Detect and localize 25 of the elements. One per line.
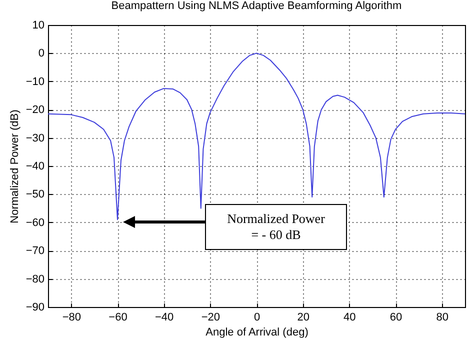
y-tick-label: −20 [26, 104, 44, 116]
y-tick-label: 0 [38, 48, 44, 60]
y-tick-label: −60 [26, 216, 44, 229]
y-tick-label: −90 [26, 302, 44, 314]
annotation: Normalized Power = - 60 dB [226, 211, 326, 243]
x-tick-label: 0 [254, 312, 260, 324]
callout-box: Normalized Power = - 60 dB [205, 204, 347, 250]
y-tick-label: 10 [32, 20, 44, 32]
x-tick-label: −40 [154, 312, 174, 324]
y-tick-label: −70 [26, 245, 44, 258]
x-tick-label: 80 [436, 312, 448, 324]
x-axis-title: Angle of Arrival (deg) [206, 326, 308, 338]
y-tick-label: −10 [26, 76, 44, 88]
chart-title: Beampattern Using NLMS Adaptive Beamforming Algorithm [111, 0, 402, 12]
y-axis-title: Normalized Power (dB) [8, 110, 21, 224]
x-tick-label: −80 [62, 312, 82, 324]
y-tick-label: −80 [26, 273, 44, 286]
y-tick-label: −40 [26, 160, 44, 172]
x-tick-label: 40 [344, 312, 356, 324]
y-tick-label: −50 [26, 188, 44, 201]
x-tick-label: 20 [297, 312, 310, 324]
x-tick-label: 60 [390, 312, 402, 324]
y-tick-label: −30 [26, 132, 44, 144]
x-tick-label: −20 [201, 312, 220, 324]
x-tick-label: −60 [108, 312, 128, 324]
